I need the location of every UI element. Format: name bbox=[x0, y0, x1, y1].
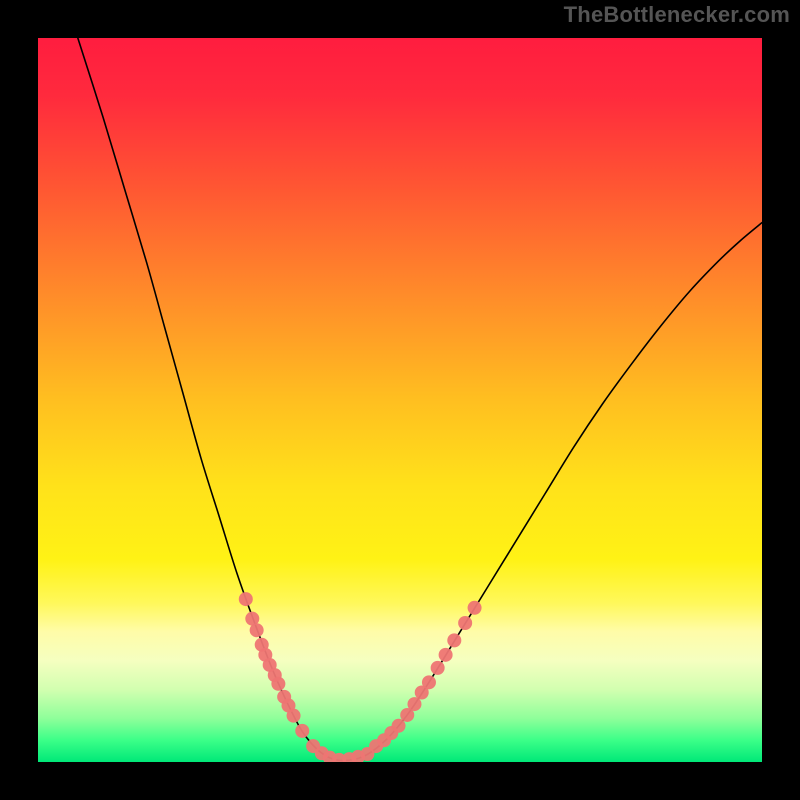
data-point bbox=[392, 719, 406, 733]
data-point bbox=[431, 661, 445, 675]
gradient-bg bbox=[38, 38, 762, 762]
data-point bbox=[407, 697, 421, 711]
data-point bbox=[458, 616, 472, 630]
data-point bbox=[422, 675, 436, 689]
data-point bbox=[271, 677, 285, 691]
data-point bbox=[447, 633, 461, 647]
chart-root: TheBottlenecker.com bbox=[0, 0, 800, 800]
data-point bbox=[250, 623, 264, 637]
data-point bbox=[295, 724, 309, 738]
data-point bbox=[468, 601, 482, 615]
chart-svg bbox=[38, 38, 762, 762]
data-point bbox=[439, 648, 453, 662]
plot-area bbox=[38, 38, 762, 762]
data-point bbox=[287, 709, 301, 723]
watermark-text: TheBottlenecker.com bbox=[564, 2, 790, 28]
data-point bbox=[239, 592, 253, 606]
